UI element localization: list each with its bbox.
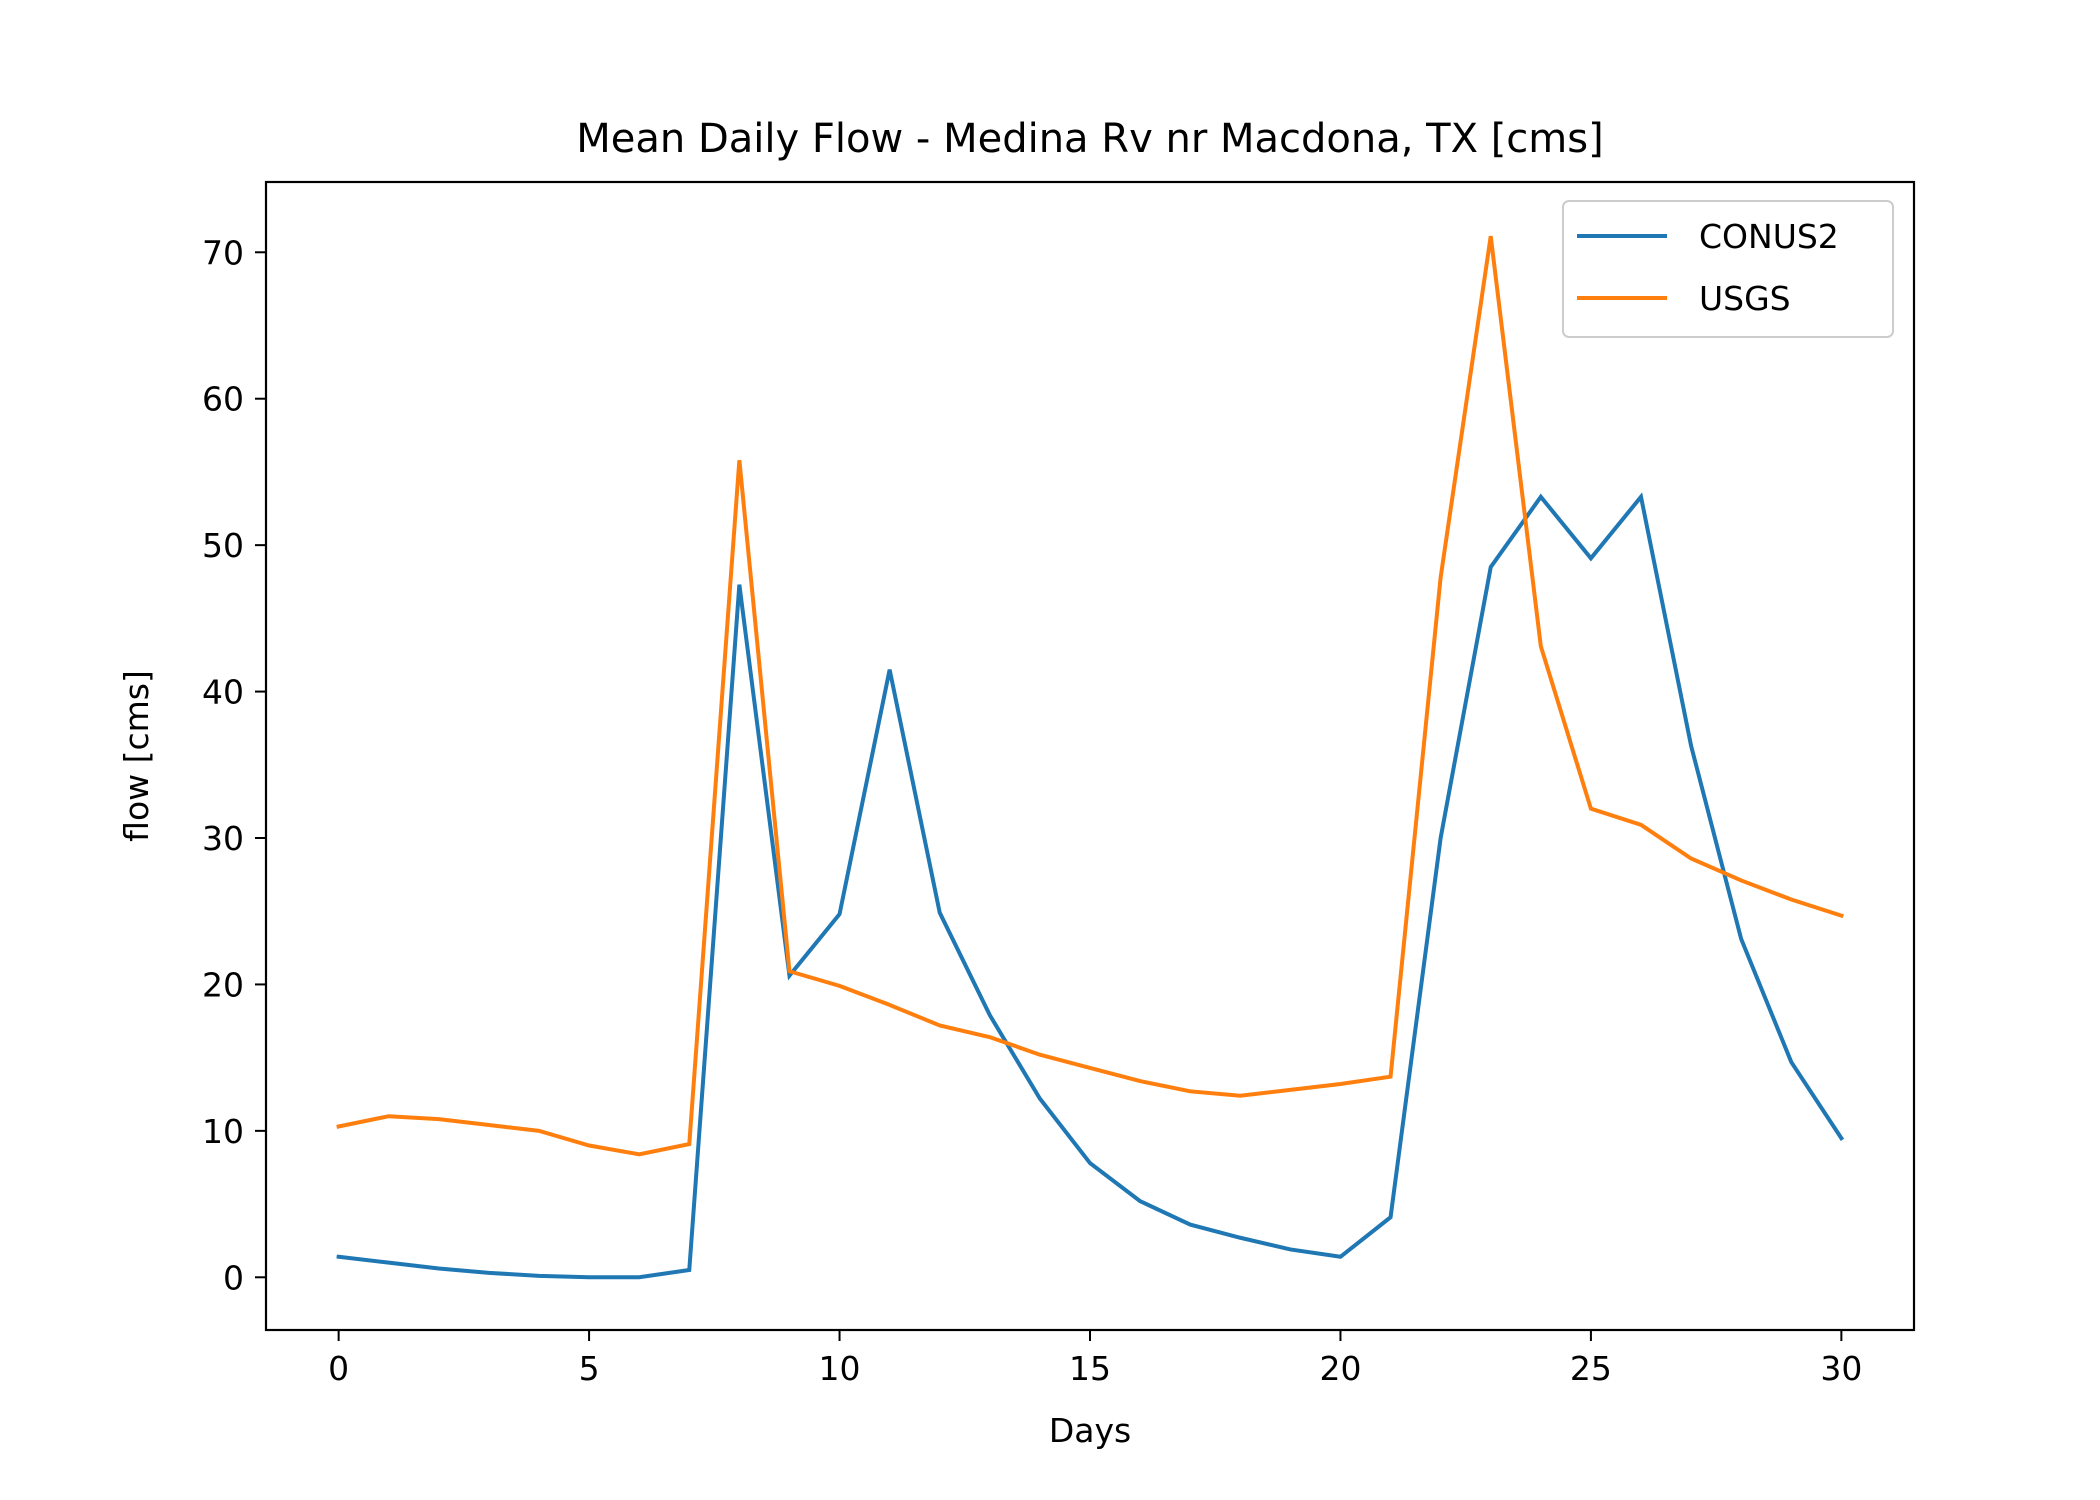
x-axis-title: Days	[1049, 1411, 1131, 1450]
x-tick-label: 30	[1820, 1349, 1862, 1388]
x-axis: 0 5 10 15 20 25 30	[328, 1330, 1862, 1388]
y-tick-label: 20	[202, 965, 244, 1004]
legend-label-usgs: USGS	[1699, 279, 1791, 318]
legend: CONUS2 USGS	[1562, 200, 1894, 338]
chart-title: Mean Daily Flow - Medina Rv nr Macdona, …	[576, 116, 1603, 162]
y-axis: 0 10 20 30 40 50 60 70	[202, 233, 266, 1297]
y-tick-label: 0	[223, 1258, 244, 1297]
y-tick-label: 60	[202, 380, 244, 419]
x-tick-label: 5	[579, 1349, 600, 1388]
y-tick-label: 10	[202, 1112, 244, 1151]
x-tick-label: 15	[1069, 1349, 1111, 1388]
x-tick-label: 0	[328, 1349, 349, 1388]
series-layer	[336, 235, 1845, 1280]
y-tick-label: 50	[202, 526, 244, 565]
y-tick-label: 40	[202, 673, 244, 712]
x-tick-label: 20	[1319, 1349, 1361, 1388]
y-tick-label: 70	[202, 233, 244, 272]
x-tick-label: 25	[1570, 1349, 1612, 1388]
legend-label-conus2: CONUS2	[1699, 217, 1839, 256]
y-tick-label: 30	[202, 819, 244, 858]
x-tick-label: 10	[819, 1349, 861, 1388]
y-axis-title: flow [cms]	[117, 670, 156, 842]
